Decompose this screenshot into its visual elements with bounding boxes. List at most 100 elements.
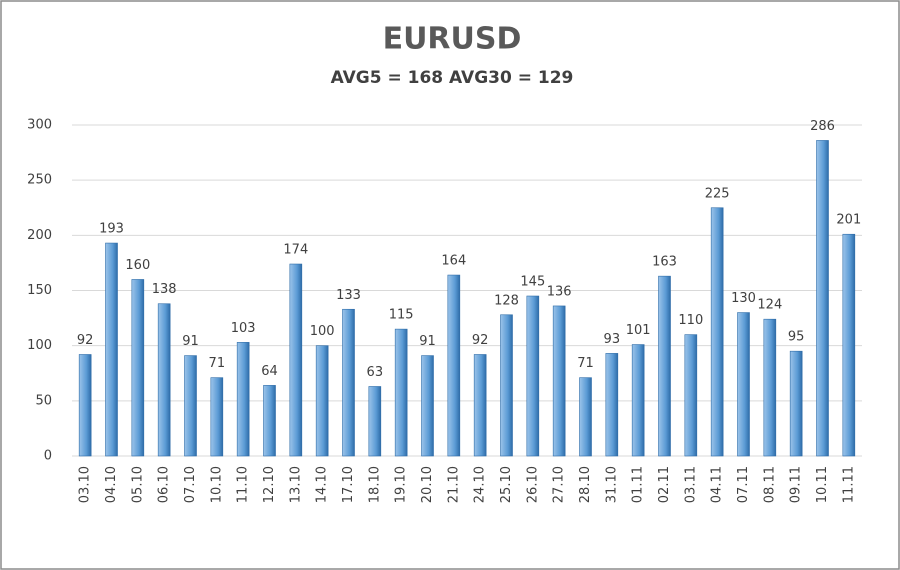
data-label: 92	[77, 333, 94, 348]
x-tick-label: 07.10	[183, 466, 198, 503]
bar	[421, 355, 434, 457]
data-label: 115	[389, 308, 414, 323]
x-tick-label: 31.10	[604, 466, 619, 503]
chart-subtitle: AVG5 = 168 AVG30 = 129	[331, 68, 574, 88]
y-tick-label: 100	[27, 338, 52, 353]
x-tick-label: 03.11	[683, 466, 698, 503]
bar	[157, 303, 171, 457]
data-label: 100	[310, 324, 335, 339]
x-tick-label: 11.11	[841, 466, 856, 503]
bar	[710, 207, 724, 457]
bar	[78, 354, 92, 457]
x-tick-label: 05.10	[130, 466, 145, 503]
x-tick-label: 28.10	[578, 466, 593, 503]
x-tick-label: 27.10	[552, 466, 567, 503]
x-tick-label: 10.11	[815, 466, 830, 503]
bar	[184, 355, 197, 457]
x-tick-label: 20.10	[420, 466, 435, 503]
data-label: 103	[231, 321, 256, 336]
x-tick-label: 19.10	[394, 466, 409, 503]
bar	[105, 242, 118, 457]
data-label: 101	[626, 323, 651, 338]
y-tick-label: 50	[35, 393, 52, 408]
y-tick-label: 200	[27, 228, 52, 243]
x-tick-label: 06.10	[157, 466, 172, 503]
y-tick-label: 0	[44, 449, 52, 464]
data-label: 160	[125, 258, 150, 273]
y-tick-label: 300	[27, 118, 52, 133]
bar	[658, 275, 671, 457]
x-tick-label: 02.11	[657, 466, 672, 503]
data-label: 71	[577, 356, 594, 371]
y-tick-label: 250	[27, 173, 52, 188]
y-tick-label: 150	[27, 283, 52, 298]
bar	[263, 385, 276, 457]
data-label: 201	[836, 213, 861, 228]
bar	[447, 274, 461, 457]
data-label: 145	[520, 275, 545, 290]
data-label: 164	[441, 254, 466, 269]
bar	[816, 140, 829, 457]
data-label: 163	[652, 255, 677, 270]
data-label: 174	[283, 243, 308, 258]
bar	[236, 342, 250, 457]
bar	[684, 334, 698, 457]
bar	[842, 233, 856, 457]
bar	[763, 318, 777, 457]
data-label: 193	[99, 222, 124, 237]
data-label: 92	[472, 333, 489, 348]
bar	[131, 279, 145, 457]
x-tick-label: 12.10	[262, 466, 277, 503]
data-label: 63	[367, 365, 384, 380]
bar	[737, 312, 750, 457]
x-tick-label: 13.10	[288, 466, 303, 503]
bar	[789, 350, 803, 457]
x-tick-label: 04.11	[710, 466, 725, 503]
x-tick-label: 25.10	[499, 466, 514, 503]
x-tick-label: 18.10	[367, 466, 382, 503]
data-label: 225	[705, 186, 730, 201]
bar	[526, 295, 540, 457]
data-label: 286	[810, 119, 835, 134]
bar	[289, 263, 303, 457]
x-tick-label: 21.10	[446, 466, 461, 503]
data-label: 91	[419, 334, 436, 349]
data-label: 136	[547, 284, 572, 299]
bar	[394, 328, 408, 457]
data-label: 93	[604, 332, 621, 347]
data-label: 91	[182, 334, 199, 349]
bar	[579, 377, 592, 457]
data-label: 124	[757, 298, 782, 313]
x-tick-label: 09.11	[789, 466, 804, 503]
bar	[631, 344, 645, 457]
bar	[342, 308, 355, 457]
x-tick-label: 07.11	[736, 466, 751, 503]
bar	[552, 305, 566, 457]
bar	[500, 314, 513, 457]
data-label: 138	[152, 282, 177, 297]
x-tick-label: 24.10	[473, 466, 488, 503]
bar	[210, 377, 224, 457]
x-tick-label: 01.11	[631, 466, 646, 503]
x-tick-label: 04.10	[104, 466, 119, 503]
x-tick-label: 14.10	[315, 466, 330, 503]
x-tick-label: 26.10	[525, 466, 540, 503]
data-label: 128	[494, 293, 519, 308]
data-label: 110	[678, 313, 703, 328]
chart-title: EURUSD	[383, 22, 522, 57]
x-tick-label: 10.10	[209, 466, 224, 503]
bar	[368, 386, 382, 457]
data-label: 95	[788, 330, 805, 345]
x-tick-label: 17.10	[341, 466, 356, 503]
x-tick-label: 03.10	[78, 466, 93, 503]
bar	[605, 353, 619, 457]
data-label: 71	[209, 356, 226, 371]
bar	[315, 345, 329, 457]
data-label: 130	[731, 291, 756, 306]
x-tick-label: 11.10	[236, 466, 251, 503]
data-label: 133	[336, 288, 361, 303]
x-tick-label: 08.11	[762, 466, 777, 503]
bar	[473, 354, 487, 457]
